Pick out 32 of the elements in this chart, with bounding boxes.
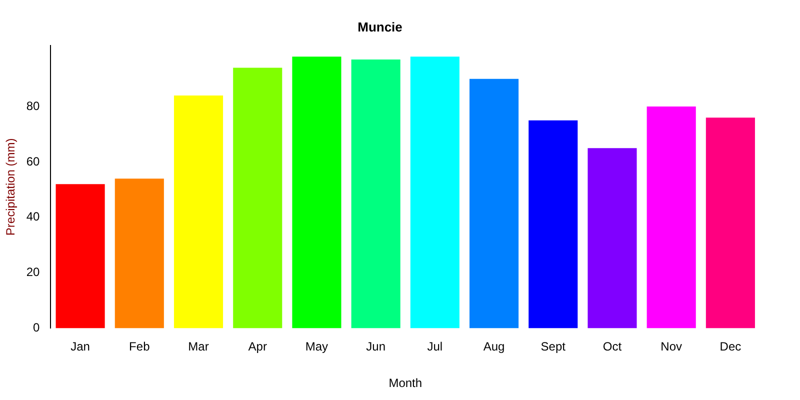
y-tick-label: 40	[26, 210, 40, 224]
bar	[410, 56, 460, 328]
y-tick-label: 80	[26, 98, 40, 113]
y-tick-label: 60	[26, 154, 40, 168]
y-axis-title: Precipitation (mm)	[4, 138, 18, 236]
chart-title: Muncie	[358, 19, 402, 34]
bar	[233, 68, 282, 328]
bar	[646, 106, 696, 328]
bar	[588, 148, 637, 328]
x-tick-label: Apr	[248, 340, 267, 354]
bar	[706, 118, 755, 328]
bar	[351, 59, 400, 328]
y-tick-label: 0	[33, 320, 40, 335]
bar	[114, 178, 164, 328]
x-tick-label: Jul	[427, 340, 443, 354]
y-tick-label: 20	[26, 265, 40, 280]
bar	[292, 56, 342, 328]
bar	[174, 95, 224, 328]
x-axis-title: Month	[388, 376, 422, 390]
x-tick-label: Feb	[129, 340, 150, 354]
x-tick-label: Oct	[602, 340, 622, 354]
x-tick-label: May	[305, 340, 328, 354]
x-tick-label: Jun	[366, 340, 386, 354]
x-tick-label: Aug	[483, 340, 505, 354]
bar	[528, 120, 578, 328]
x-tick-label: Dec	[720, 340, 742, 354]
x-tick-label: Mar	[188, 340, 209, 354]
x-tick-label: Nov	[660, 340, 682, 354]
bar	[56, 184, 105, 328]
x-tick-label: Sept	[540, 340, 566, 354]
x-tick-label: Jan	[70, 340, 90, 354]
bar	[470, 78, 519, 328]
